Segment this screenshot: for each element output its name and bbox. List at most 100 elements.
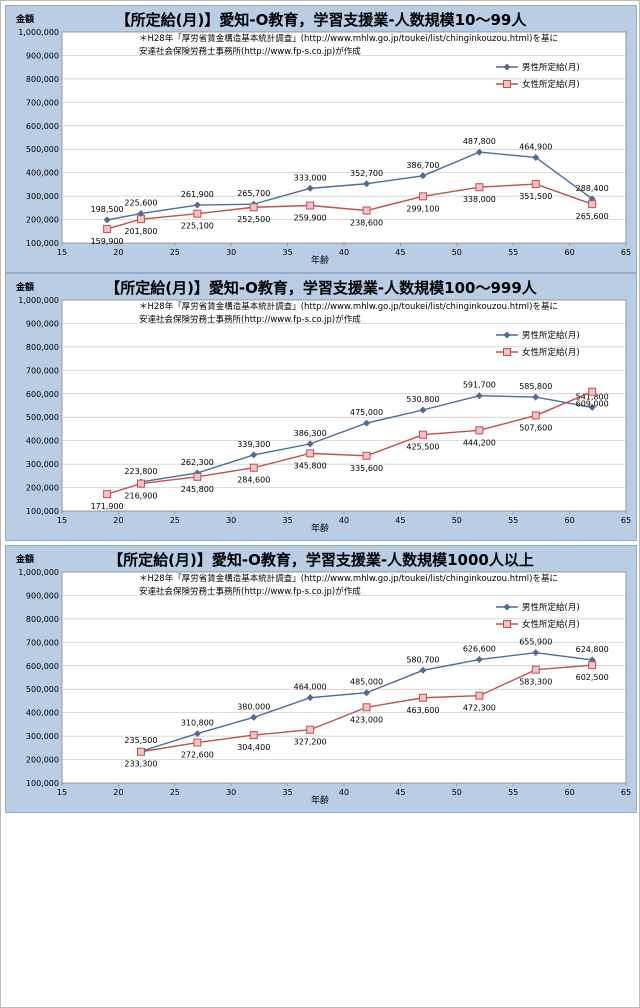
- y-tick-label: 300,000: [26, 732, 59, 741]
- data-label-male: 339,300: [237, 440, 270, 449]
- x-tick-label: 65: [621, 516, 631, 525]
- data-label-female: 327,200: [294, 738, 327, 747]
- legend-label-male: 男性所定給(月): [522, 602, 580, 613]
- data-point-female: [588, 661, 597, 670]
- x-tick-label: 35: [283, 248, 293, 257]
- data-label-male: 487,800: [463, 137, 496, 146]
- data-label-male: 223,800: [124, 467, 157, 476]
- y-axis-label: 金額: [16, 283, 35, 293]
- x-tick-label: 45: [395, 788, 405, 797]
- data-point-female: [418, 693, 427, 702]
- y-tick-label: 300,000: [26, 192, 59, 201]
- x-tick-label: 15: [57, 516, 67, 525]
- x-tick-label: 25: [170, 788, 180, 797]
- x-axis-label: 年齢: [311, 524, 330, 534]
- data-label-male: 541,800: [576, 392, 609, 401]
- x-tick-label: 50: [452, 788, 462, 797]
- data-point-female: [531, 665, 540, 674]
- y-tick-label: 800,000: [26, 75, 59, 84]
- data-label-male: 626,600: [463, 645, 496, 654]
- x-tick-label: 35: [283, 516, 293, 525]
- x-axis-label: 年齢: [311, 796, 330, 806]
- data-label-female: 338,000: [463, 195, 496, 204]
- source-line-1: ＊H28年「厚労省賃金構造基本統計調査」(http://www.mhlw.go.…: [139, 34, 558, 44]
- data-label-male: 225,600: [124, 199, 157, 208]
- series-line-female: [106, 391, 593, 495]
- x-tick-label: 25: [170, 248, 180, 257]
- chart-title: 【所定給(月)】愛知-O教育，学習支援業-人数規模100～999人: [105, 279, 537, 297]
- y-tick-label: 100,000: [26, 779, 59, 788]
- data-point-female: [103, 490, 112, 499]
- y-tick-label: 1,000,000: [18, 296, 59, 305]
- data-label-male: 386,700: [406, 161, 439, 170]
- data-label-male: 261,900: [181, 190, 214, 199]
- x-tick-label: 30: [226, 788, 236, 797]
- legend-item-female: 女性所定給(月): [496, 75, 580, 92]
- data-point-female: [306, 449, 315, 458]
- data-label-male: 591,700: [463, 381, 496, 390]
- data-point-female: [193, 209, 202, 218]
- legend-label-female: 女性所定給(月): [522, 619, 580, 630]
- y-axis-label: 金額: [16, 555, 35, 565]
- data-label-male: 485,000: [350, 678, 383, 687]
- data-label-female: 423,000: [350, 715, 383, 724]
- data-point-female: [418, 192, 427, 201]
- data-label-male: 475,000: [350, 408, 383, 417]
- data-point-female: [306, 725, 315, 734]
- data-label-female: 472,300: [463, 704, 496, 713]
- y-tick-label: 700,000: [26, 366, 59, 375]
- y-tick-label: 1,000,000: [18, 28, 59, 37]
- x-tick-label: 60: [565, 516, 575, 525]
- plot-area: [61, 571, 627, 784]
- legend-item-male: 男性所定給(月): [496, 598, 580, 615]
- data-label-female: 216,900: [124, 492, 157, 501]
- source-line-2: 安達社会保険労務士事務所(http://www.fp-s.co.jp)が作成: [139, 587, 361, 597]
- y-tick-label: 700,000: [26, 638, 59, 647]
- x-tick-label: 65: [621, 788, 631, 797]
- y-tick-label: 500,000: [26, 145, 59, 154]
- data-point-male: [532, 393, 540, 401]
- chart-panel-2: 100,000 200,000 300,000 400,000 500,000 600,0…: [5, 273, 637, 541]
- data-label-female: 233,300: [124, 760, 157, 769]
- data-label-female: 225,100: [181, 222, 214, 231]
- data-label-male: 380,000: [237, 702, 270, 711]
- x-tick-label: 50: [452, 516, 462, 525]
- data-point-female: [193, 738, 202, 747]
- data-label-male: 655,900: [519, 638, 552, 647]
- source-note: ＊H28年「厚労省賃金構造基本統計調査」(http://www.mhlw.go.…: [139, 301, 558, 327]
- source-line-1: ＊H28年「厚労省賃金構造基本統計調査」(http://www.mhlw.go.…: [139, 302, 558, 312]
- data-point-male: [475, 656, 483, 664]
- legend-item-male: 男性所定給(月): [496, 326, 580, 343]
- data-label-male: 198,500: [91, 205, 124, 214]
- legend-male-marker: [496, 63, 518, 70]
- data-label-male: 288,400: [576, 184, 609, 193]
- data-label-male: 530,800: [406, 395, 439, 404]
- data-point-male: [363, 180, 371, 188]
- source-line-1: ＊H28年「厚労省賃金構造基本統計調査」(http://www.mhlw.go.…: [139, 574, 558, 584]
- data-label-female: 444,200: [463, 438, 496, 447]
- data-label-female: 265,600: [576, 212, 609, 221]
- y-tick-label: 900,000: [26, 591, 59, 600]
- plot-area: [61, 299, 627, 512]
- data-label-female: 425,500: [406, 443, 439, 452]
- data-point-female: [193, 472, 202, 481]
- data-label-male: 624,800: [576, 645, 609, 654]
- y-tick-label: 200,000: [26, 756, 59, 765]
- y-tick-label: 400,000: [26, 437, 59, 446]
- data-point-male: [588, 403, 596, 411]
- x-tick-label: 60: [565, 788, 575, 797]
- data-point-male: [588, 656, 596, 664]
- y-tick-label: 500,000: [26, 413, 59, 422]
- data-point-female: [588, 200, 597, 209]
- data-point-female: [136, 215, 145, 224]
- legend-label-female: 女性所定給(月): [522, 79, 580, 90]
- y-tick-label: 400,000: [26, 169, 59, 178]
- data-point-male: [419, 406, 427, 414]
- legend: 男性所定給(月) 女性所定給(月): [496, 598, 580, 632]
- source-line-2: 安達社会保険労務士事務所(http://www.fp-s.co.jp)が作成: [139, 47, 361, 57]
- data-label-male: 580,700: [406, 655, 439, 664]
- data-point-female: [418, 430, 427, 439]
- data-label-female: 609,000: [576, 400, 609, 409]
- data-label-male: 235,500: [124, 736, 157, 745]
